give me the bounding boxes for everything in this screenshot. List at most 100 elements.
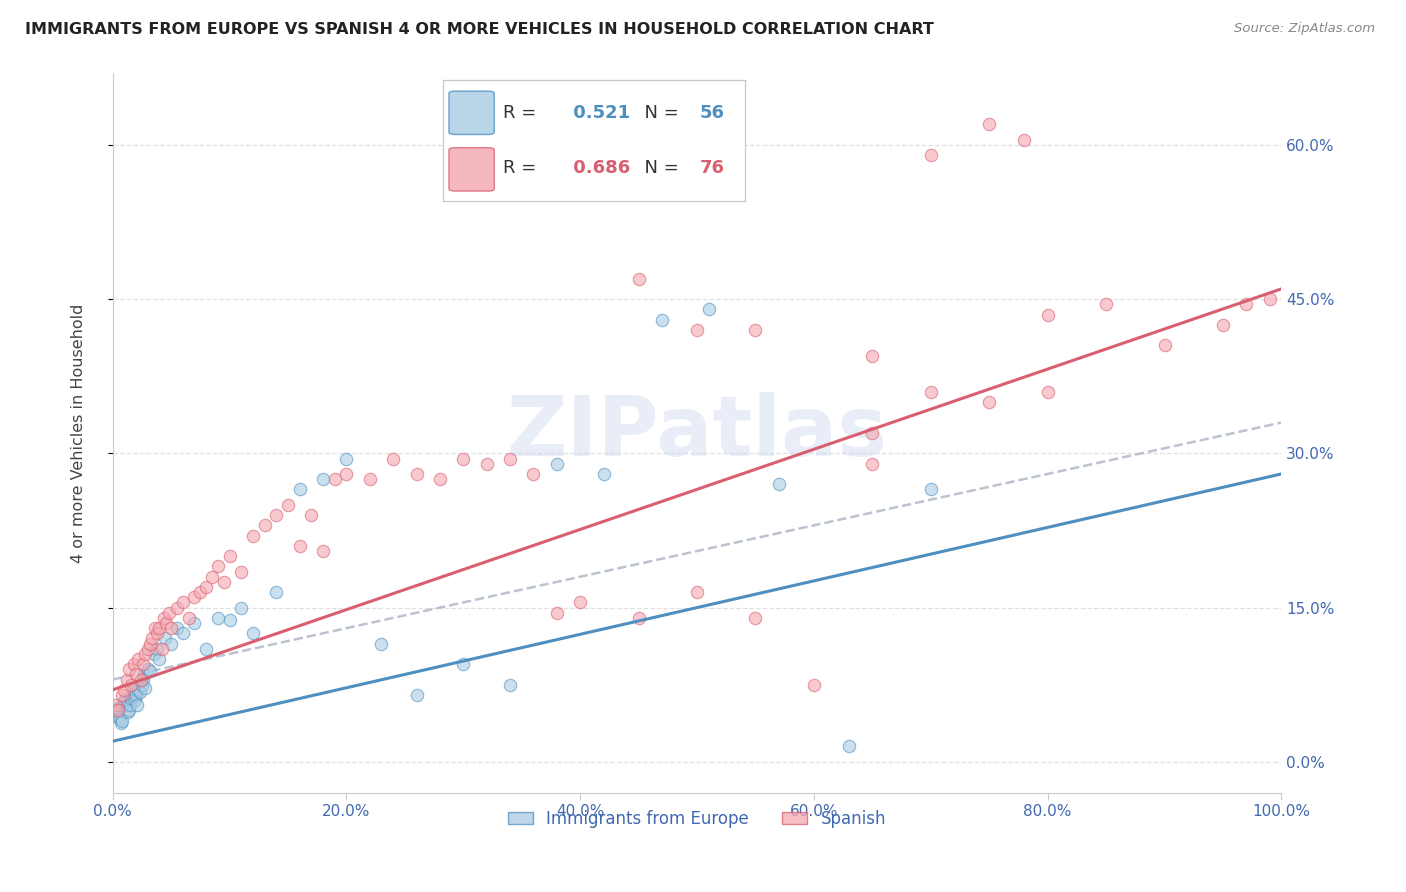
Point [155, 632, 177, 646]
Text: Source: ZipAtlas.com: Source: ZipAtlas.com [1234, 22, 1375, 36]
Text: 0.686: 0.686 [567, 159, 630, 178]
Point [129, 673, 152, 687]
Point [920, 384, 942, 399]
Point [118, 703, 141, 717]
Point [160, 621, 183, 635]
Text: N =: N = [633, 103, 685, 122]
Point [124, 693, 146, 707]
Point [134, 667, 156, 681]
Point [1012, 133, 1035, 147]
Point [127, 682, 149, 697]
Point [115, 698, 138, 713]
Point [979, 117, 1001, 131]
Point [143, 621, 166, 635]
Point [105, 708, 128, 723]
Point [920, 483, 942, 497]
Point [451, 657, 474, 672]
Point [359, 472, 381, 486]
Point [1153, 338, 1175, 352]
Point [860, 349, 883, 363]
Point [112, 682, 135, 697]
Point [405, 467, 427, 481]
Point [111, 714, 134, 728]
Point [150, 641, 173, 656]
Point [111, 688, 134, 702]
Point [104, 703, 127, 717]
Point [686, 323, 709, 337]
Point [405, 688, 427, 702]
Point [277, 498, 299, 512]
Point [188, 585, 211, 599]
Point [546, 457, 568, 471]
Legend: Immigrants from Europe, Spanish: Immigrants from Europe, Spanish [501, 804, 893, 835]
Point [108, 712, 131, 726]
Point [131, 678, 153, 692]
Point [382, 451, 405, 466]
Point [335, 451, 357, 466]
Point [207, 611, 229, 625]
Point [132, 657, 155, 672]
Point [370, 637, 392, 651]
Point [120, 691, 142, 706]
Text: ZIPatlas: ZIPatlas [506, 392, 887, 474]
Point [120, 678, 142, 692]
Point [195, 641, 218, 656]
Point [686, 585, 709, 599]
Point [744, 323, 766, 337]
Point [288, 483, 311, 497]
Point [148, 652, 170, 666]
Point [838, 739, 860, 754]
Point [1036, 308, 1059, 322]
Point [112, 695, 135, 709]
Point [288, 539, 311, 553]
Point [125, 667, 148, 681]
Point [697, 302, 720, 317]
Point [105, 698, 128, 713]
Point [627, 611, 650, 625]
Point [114, 693, 136, 707]
Point [475, 457, 498, 471]
Point [146, 626, 169, 640]
Point [139, 637, 162, 651]
Point [499, 451, 522, 466]
Point [860, 425, 883, 440]
Text: 0.521: 0.521 [567, 103, 630, 122]
Point [499, 678, 522, 692]
Point [451, 451, 474, 466]
Point [569, 595, 592, 609]
Point [253, 518, 276, 533]
Point [592, 467, 614, 481]
Point [122, 682, 145, 697]
Point [335, 467, 357, 481]
Point [127, 698, 149, 713]
Point [651, 312, 673, 326]
Point [125, 688, 148, 702]
Point [172, 595, 194, 609]
Point [803, 678, 825, 692]
Point [177, 611, 200, 625]
Point [522, 467, 544, 481]
Point [312, 472, 335, 486]
Point [1095, 297, 1118, 311]
Point [768, 477, 790, 491]
Point [134, 681, 156, 695]
Point [920, 148, 942, 162]
Point [1212, 318, 1234, 332]
Point [148, 621, 170, 635]
Text: 76: 76 [700, 159, 725, 178]
Point [141, 632, 163, 646]
Point [183, 615, 205, 630]
Point [242, 626, 264, 640]
Point [118, 662, 141, 676]
Point [323, 472, 346, 486]
Point [242, 528, 264, 542]
Point [120, 698, 142, 713]
Point [160, 637, 183, 651]
Point [136, 641, 159, 656]
Point [128, 685, 150, 699]
Point [107, 703, 129, 717]
Text: R =: R = [503, 103, 543, 122]
Point [110, 715, 132, 730]
Point [105, 706, 128, 720]
Point [136, 662, 159, 676]
